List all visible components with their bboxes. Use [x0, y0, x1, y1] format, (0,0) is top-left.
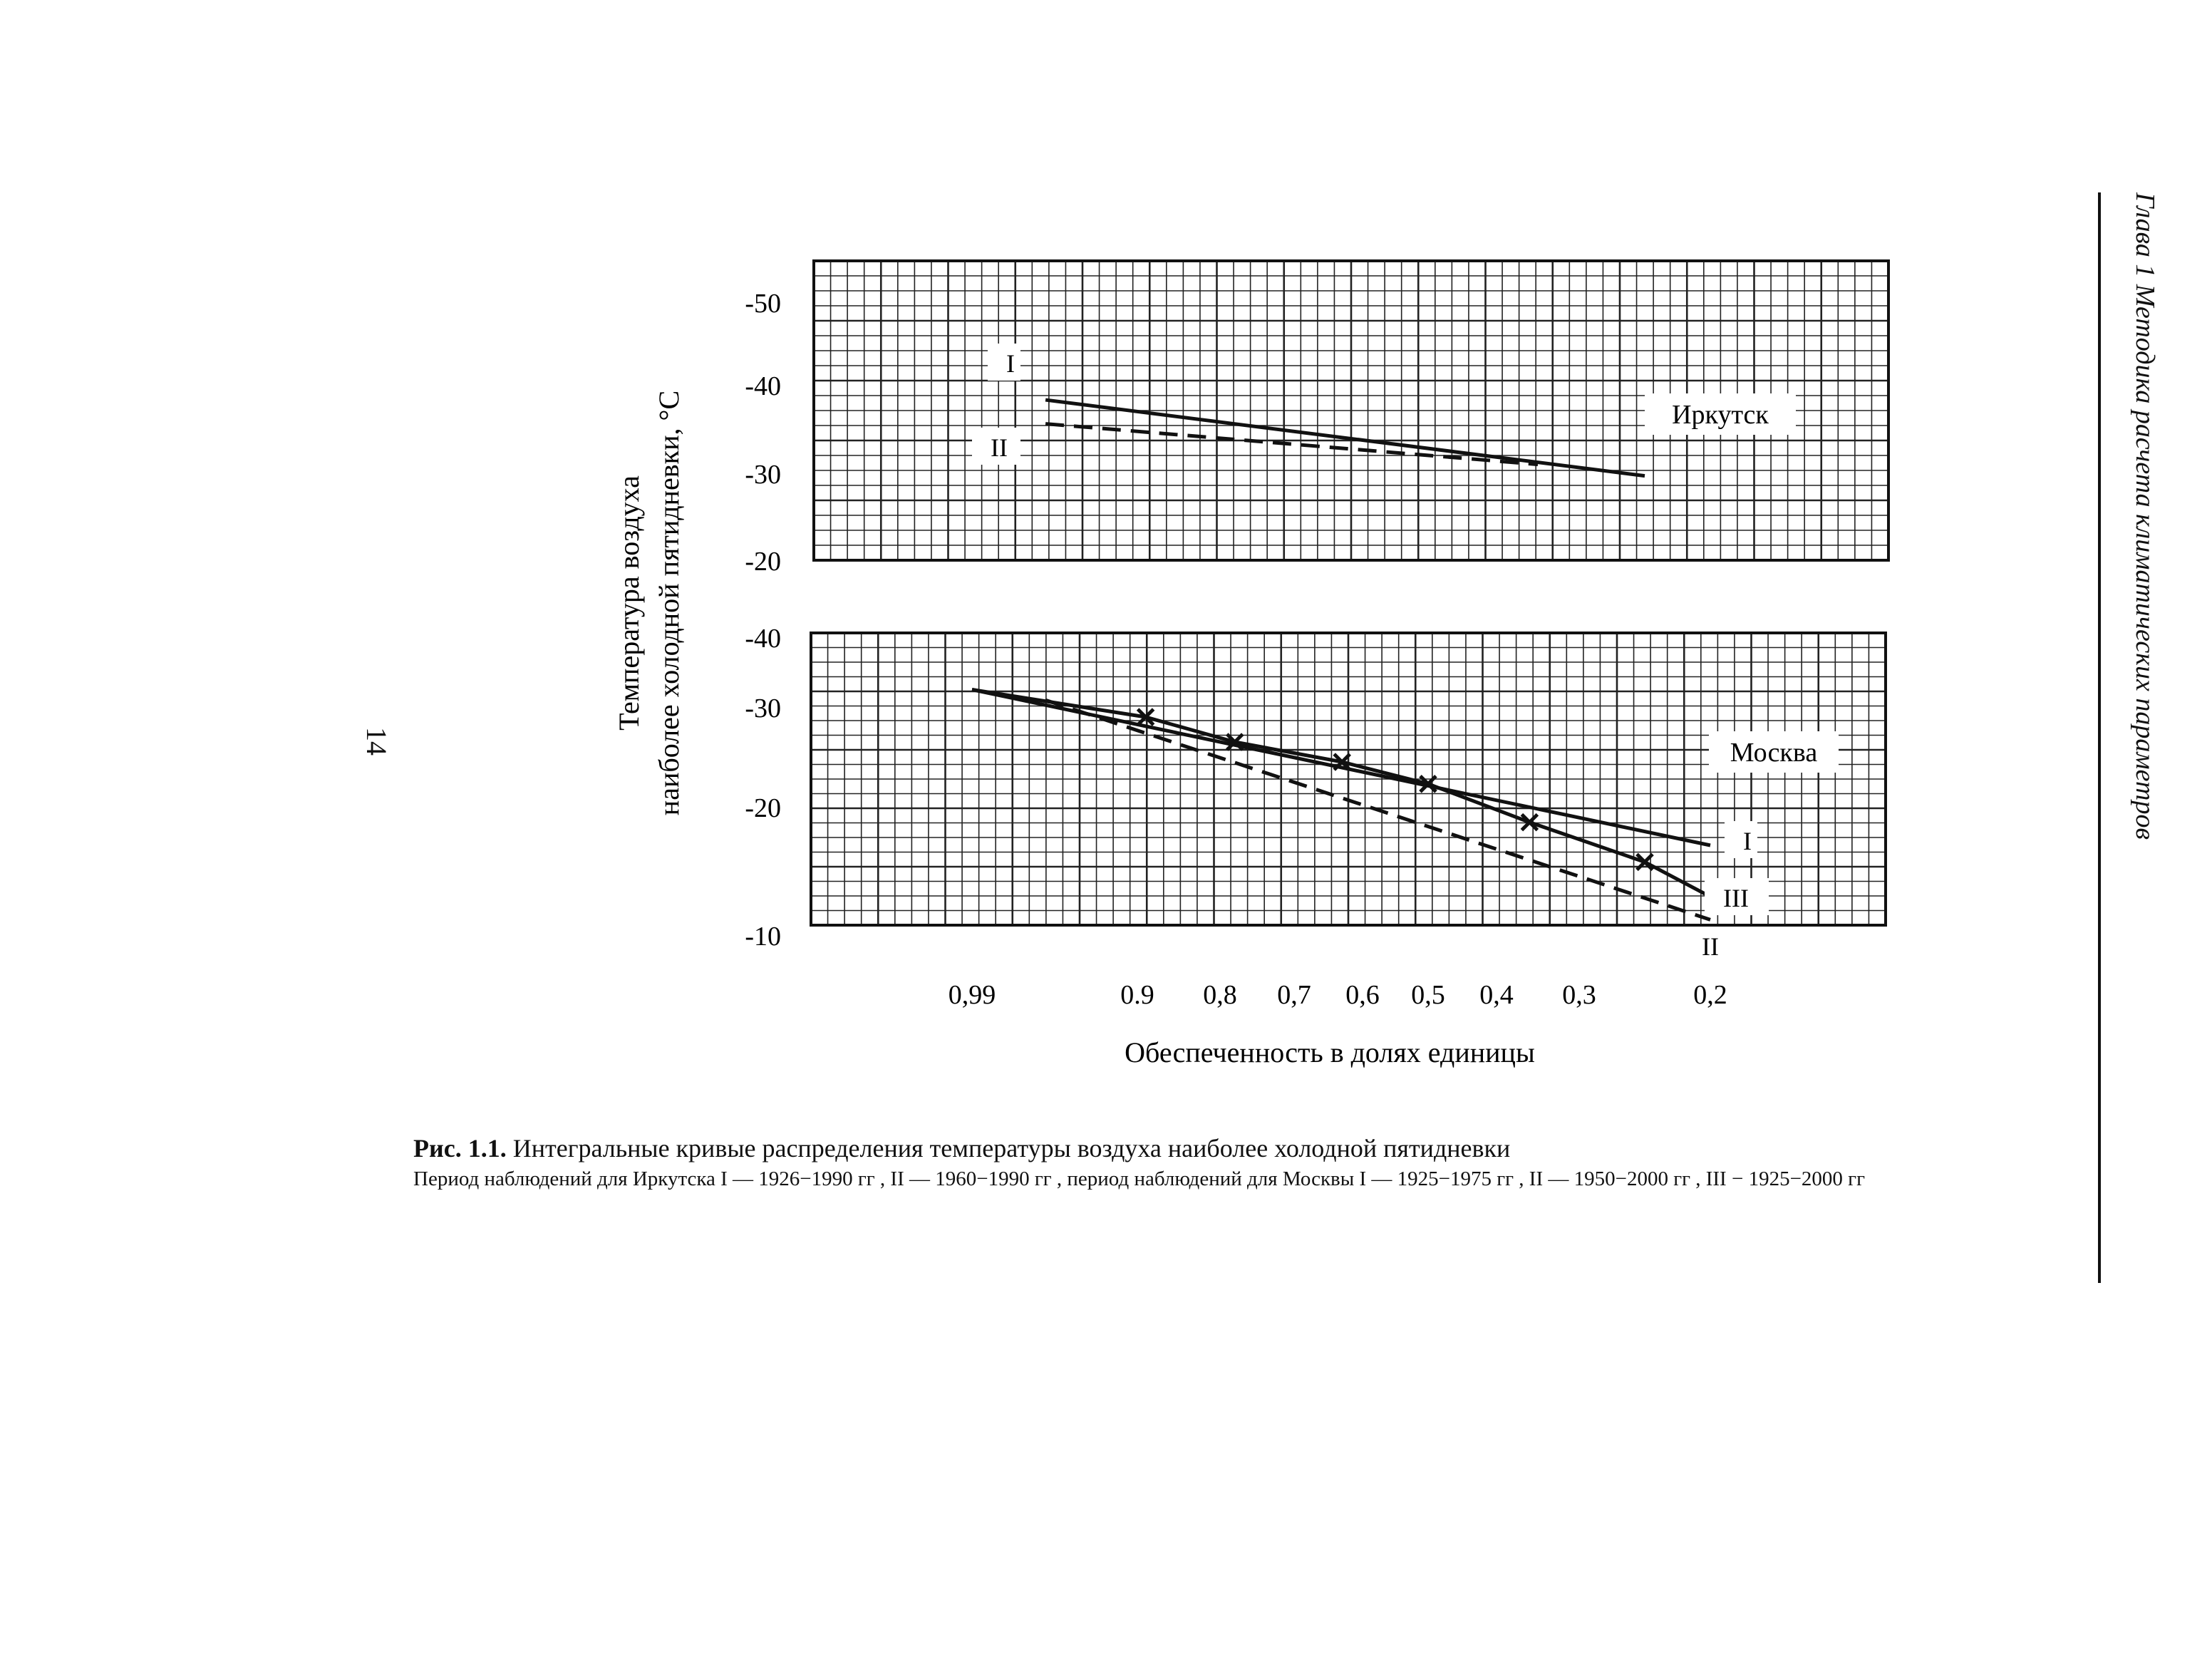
series-marker-x: [1635, 852, 1654, 872]
series-label: II: [1702, 932, 1719, 961]
plot-frame: [812, 259, 1890, 562]
caption-title: Интегральные кривые распределения темпер…: [512, 1134, 1511, 1163]
series-label-box: [1725, 821, 1757, 858]
y-axis-label: Температура воздуха наиболее холодной пят…: [613, 391, 685, 815]
series-marker-x: [1136, 708, 1155, 726]
y-tick-label: -20: [745, 547, 781, 577]
series-label: III: [1723, 884, 1749, 912]
y-tick-label: -50: [745, 289, 781, 319]
y-tick-label: -40: [745, 624, 781, 654]
series-line-i: [971, 688, 1711, 847]
y-axis-title-line-1: Температура воздуха: [613, 475, 645, 731]
x-tick-label: 0,3: [1562, 980, 1596, 1010]
figure-caption: Рис. 1.1. Интегральные кривые распределе…: [413, 1132, 2081, 1193]
y-tick-label: -40: [745, 371, 781, 401]
series-line-iii: [971, 688, 1712, 899]
y-axis-title-line-2: наиболее холодной пятидневки, °С: [653, 391, 685, 815]
series-marker-x: [1226, 733, 1244, 751]
panel-title: Иркутск: [1672, 400, 1769, 430]
x-tick-label: 0,2: [1693, 980, 1727, 1010]
series-marker-x: [1520, 813, 1539, 832]
y-tick-label: -30: [745, 694, 781, 723]
x-tick-label: 0,5: [1411, 980, 1445, 1010]
x-tick-label: 0,99: [949, 980, 996, 1010]
series-line-ii: [1045, 698, 1711, 922]
x-tick-label: 0.9: [1120, 980, 1154, 1010]
y-tick-label: -10: [745, 922, 781, 952]
series-label-box: [972, 428, 1020, 465]
caption-title-line: Рис. 1.1. Интегральные кривые распределе…: [413, 1132, 2081, 1165]
running-head-rule: [2098, 192, 2101, 1283]
figure-chart: Температура воздуха наиболее холодной пят…: [613, 259, 1890, 1068]
caption-figure-label: Рис. 1.1.: [413, 1134, 507, 1163]
panel-title-box: [1709, 731, 1839, 773]
y-tick-label: -30: [745, 460, 781, 490]
x-axis: 0,99 0.9 0,8 0,7 0,6 0,5 0,4 0,3 0,2 Обеспеченнос…: [949, 980, 1727, 1068]
series-marker-x: [1333, 753, 1351, 771]
series-line-ii: [1045, 422, 1539, 467]
x-tick-label: 0,7: [1277, 980, 1311, 1010]
x-axis-title: Обеспеченность в долях единицы: [1125, 1036, 1535, 1068]
panel-title: Москва: [1730, 738, 1818, 768]
series-label-box: [1705, 878, 1769, 915]
panel-title-box: [1645, 393, 1796, 435]
x-tick-label: 0,6: [1345, 980, 1380, 1010]
plot-frame: [810, 632, 1887, 927]
series-marker-x: [1419, 775, 1437, 793]
series-label: I: [1743, 827, 1752, 855]
series-label: II: [991, 433, 1008, 462]
x-tick-label: 0,4: [1479, 980, 1514, 1010]
y-tick-label: -20: [745, 793, 781, 823]
caption-note: Период наблюдений для Иркутска I — 1926−…: [413, 1167, 1865, 1190]
series-label-box: [988, 344, 1020, 381]
x-tick-label: 0,8: [1203, 980, 1237, 1010]
series-line-i: [1045, 398, 1645, 478]
series-label: I: [1006, 349, 1015, 378]
